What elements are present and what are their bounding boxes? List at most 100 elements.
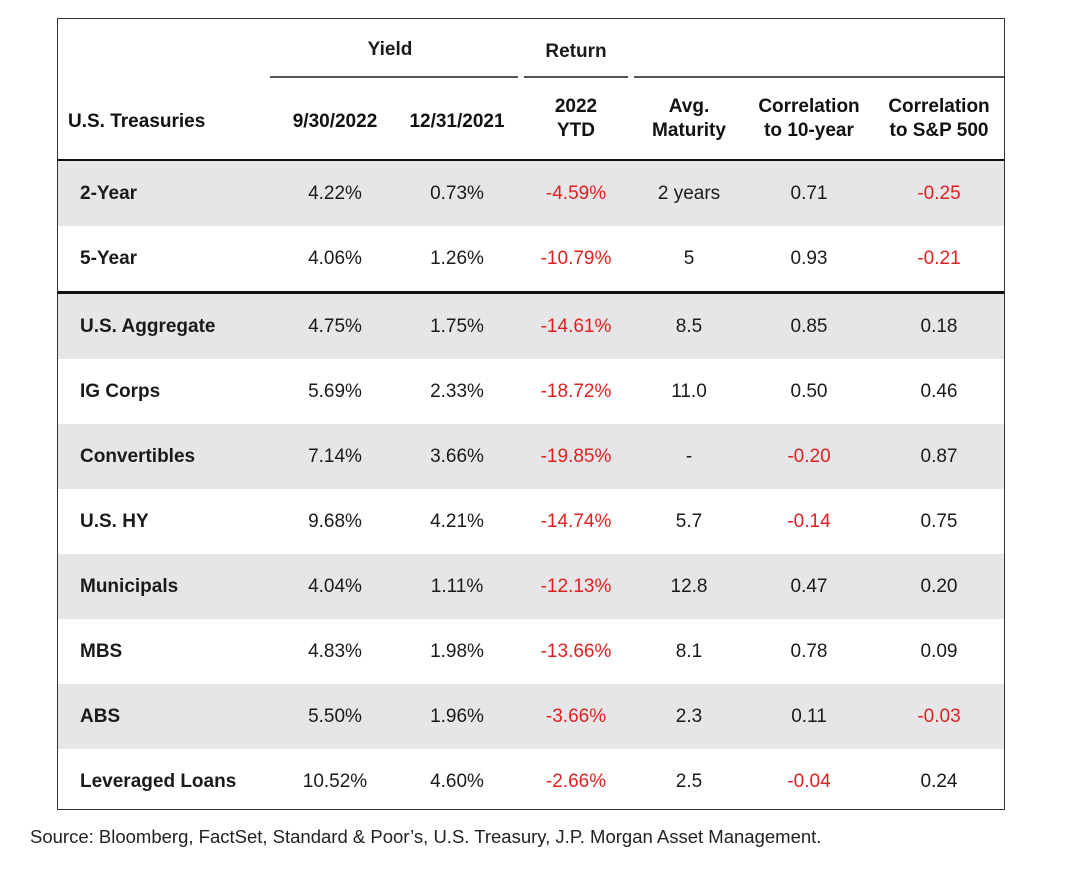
yield-group-label: Yield [367,39,413,60]
col-yield-b-header: 12/31/2021 [409,111,505,132]
cell-y2: 1.11% [430,576,484,597]
cell-mat: - [685,446,693,467]
table-row: IG Corps 5.69% 2.33% -18.72% 11.0 0.50 0.46 [58,359,1004,424]
cell-c10: 0.71 [790,183,828,204]
fixed-income-table: Yield Return U.S. Treasuries 9/30/2022 1… [57,18,1005,810]
cell-mat: 5 [683,248,695,269]
cell-ret: -18.72% [540,381,612,402]
col-maturity-header-line1: Avg. [668,96,710,117]
col-corrsp-header: Correlation to S&P 500 [874,95,1004,143]
cell-ret: -14.61% [540,316,612,337]
cell-y1: 4.22% [308,183,362,204]
cell-y2: 2.33% [430,381,484,402]
cell-mat: 8.1 [675,641,703,662]
cell-mat: 2.5 [675,771,703,792]
cell-ret: -19.85% [540,446,612,467]
cell-y1: 10.52% [302,771,368,792]
cell-mat: 2 years [657,183,721,204]
cell-y2: 1.96% [430,706,484,727]
cell-mat: 8.5 [675,316,703,337]
cell-ret: -3.66% [545,706,607,727]
cell-ret: -12.13% [540,576,612,597]
cell-c10: 0.78 [790,641,828,662]
table-row: ABS 5.50% 1.96% -3.66% 2.3 0.11 -0.03 [58,684,1004,749]
table-row: Convertibles 7.14% 3.66% -19.85% - -0.20 0.87 [58,424,1004,489]
cell-csp: 0.09 [920,641,958,662]
table-row: U.S. HY 9.68% 4.21% -14.74% 5.7 -0.14 0.75 [58,489,1004,554]
col-return-header: 2022 YTD [524,95,628,143]
cell-name: U.S. Aggregate [80,316,216,337]
cell-c10: -0.20 [787,446,831,467]
cell-y2: 0.73% [430,183,484,204]
cell-name: Municipals [80,576,179,597]
col-maturity-header: Avg. Maturity [634,95,744,143]
col-return-header-line2: YTD [557,120,595,141]
treasuries-divider [58,291,1004,294]
cell-y1: 9.68% [308,511,362,532]
cell-c10: 0.50 [790,381,828,402]
cell-c10: -0.14 [787,511,831,532]
cell-csp: 0.75 [920,511,958,532]
cell-mat: 5.7 [675,511,703,532]
cell-name: Leveraged Loans [80,771,237,792]
cell-name: 2-Year [80,183,138,204]
cell-mat: 2.3 [675,706,703,727]
cell-csp: 0.18 [920,316,958,337]
table-row: U.S. Aggregate 4.75% 1.75% -14.61% 8.5 0.85 0.… [58,294,1004,359]
cell-y1: 4.04% [308,576,362,597]
cell-csp: -0.25 [917,183,961,204]
cell-y2: 4.60% [430,771,484,792]
cell-ret: -13.66% [540,641,612,662]
cell-c10: 0.85 [790,316,828,337]
cell-y2: 3.66% [430,446,484,467]
cell-c10: 0.93 [790,248,828,269]
cell-mat: 11.0 [671,381,707,402]
return-group-rule [524,76,628,78]
cell-csp: 0.24 [920,771,958,792]
cell-c10: 0.47 [790,576,828,597]
header-divider [58,159,1004,162]
table-row: Municipals 4.04% 1.11% -12.13% 12.8 0.47 0.20 [58,554,1004,619]
table-row: 2-Year 4.22% 0.73% -4.59% 2 years 0.71 -0.25 [58,161,1004,226]
source-note: Source: Bloomberg, FactSet, Standard & P… [30,826,822,847]
col-return-header-line1: 2022 [554,96,598,117]
cell-y1: 5.50% [308,706,362,727]
col-corr10-header-line1: Correlation [758,96,860,117]
col-corrsp-header-line2: to S&P 500 [889,120,989,141]
table-row: Leveraged Loans 10.52% 4.60% -2.66% 2.5 -0.04… [58,749,1004,814]
cell-y1: 7.14% [308,446,362,467]
cell-name: Convertibles [80,446,196,467]
cell-c10: 0.11 [791,706,827,727]
col-corr10-header: Correlation to 10-year [744,95,874,143]
cell-y2: 4.21% [430,511,484,532]
col-corrsp-header-line1: Correlation [888,96,990,117]
cell-csp: 0.46 [920,381,958,402]
row-header-label: U.S. Treasuries [68,111,206,132]
cell-csp: -0.03 [917,706,961,727]
table-row: 5-Year 4.06% 1.26% -10.79% 5 0.93 -0.21 [58,226,1004,291]
cell-name: IG Corps [80,381,161,402]
cell-ret: -10.79% [540,248,612,269]
yield-group-rule [270,76,518,78]
cell-ret: -4.59% [545,183,607,204]
col-corr10-header-line2: to 10-year [764,120,854,141]
cell-y1: 4.83% [308,641,362,662]
cell-ret: -2.66% [545,771,607,792]
col-yield-a-header: 9/30/2022 [292,111,378,132]
cell-ret: -14.74% [540,511,612,532]
cell-csp: 0.87 [920,446,958,467]
cell-y2: 1.75% [430,316,484,337]
cell-csp: 0.20 [920,576,958,597]
cell-y2: 1.98% [430,641,484,662]
cell-name: 5-Year [80,248,138,269]
cell-name: ABS [80,706,121,727]
cell-c10: -0.04 [787,771,831,792]
col-maturity-header-line2: Maturity [652,120,726,141]
cell-name: U.S. HY [80,511,149,532]
cell-y1: 4.06% [308,248,362,269]
cell-y2: 1.26% [430,248,484,269]
table-row: MBS 4.83% 1.98% -13.66% 8.1 0.78 0.09 [58,619,1004,684]
cell-csp: -0.21 [917,248,961,269]
cell-mat: 12.8 [670,576,708,597]
cell-name: MBS [80,641,123,662]
